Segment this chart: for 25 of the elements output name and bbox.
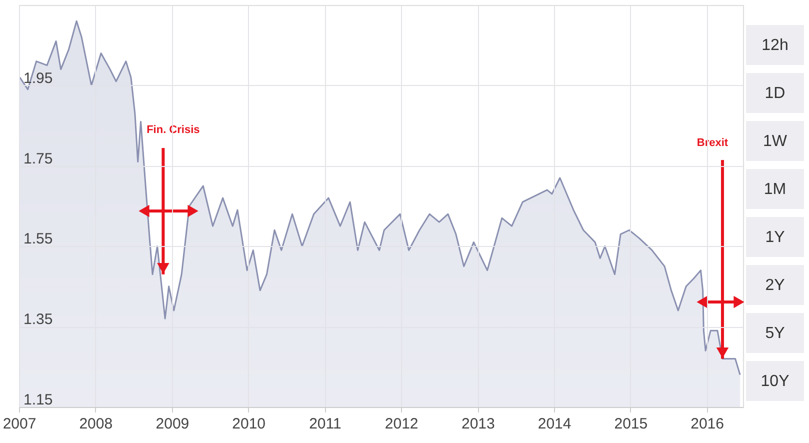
x-tick-label: 2007 xyxy=(2,416,36,432)
x-tick-label: 2010 xyxy=(232,416,266,432)
x-tick-label: 2013 xyxy=(461,416,495,432)
x-tick-label: 2008 xyxy=(79,416,113,432)
annotation: Fin. Crisis xyxy=(146,124,200,136)
text: 1W xyxy=(763,133,788,150)
y-tick-label: 1.35 xyxy=(24,311,53,328)
x-tick-label: 2016 xyxy=(690,416,724,432)
y-tick-label: 1.75 xyxy=(24,150,53,168)
x-tick-label: 2009 xyxy=(156,416,190,432)
y-tick-label: 1.55 xyxy=(24,230,53,248)
x-tick-label: 2014 xyxy=(538,416,572,432)
text: 5Y xyxy=(765,325,786,342)
annotation: Brexit xyxy=(696,137,728,149)
y-tick-label: 1.95 xyxy=(24,70,53,87)
x-tick-label: 2015 xyxy=(614,416,648,432)
text: 1Y xyxy=(765,229,786,246)
text: 1M xyxy=(764,181,786,198)
text: 2Y xyxy=(765,277,786,294)
text: 1D xyxy=(764,85,786,102)
text: 10Y xyxy=(760,373,790,390)
x-tick-label: 2011 xyxy=(309,416,342,432)
y-tick-label: 1.15 xyxy=(24,392,53,408)
text: 12h xyxy=(762,37,788,54)
x-tick-label: 2012 xyxy=(384,416,418,432)
